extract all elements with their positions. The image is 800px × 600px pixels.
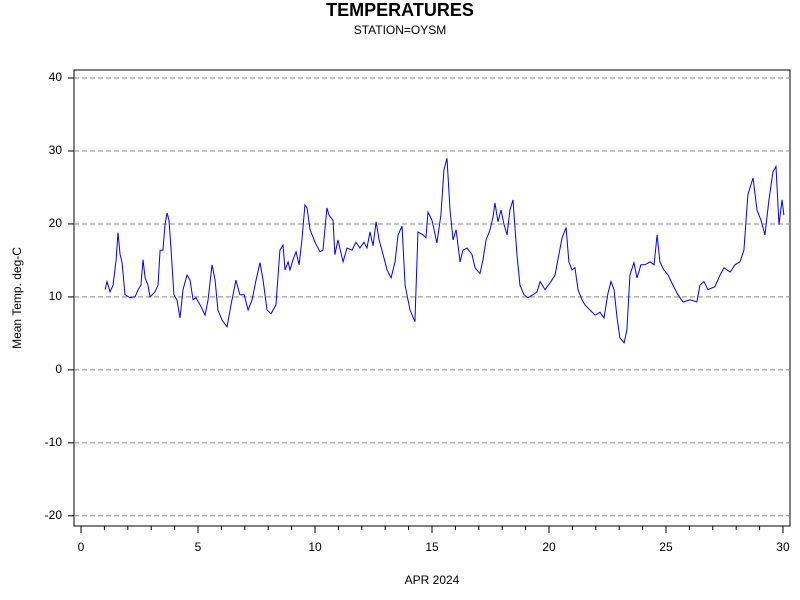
- y-tick-label: -20: [45, 508, 63, 522]
- x-tick-label: 5: [195, 540, 202, 554]
- x-tick-label: 30: [776, 540, 790, 554]
- x-tick-label: 10: [308, 540, 322, 554]
- y-tick-label: 40: [49, 70, 63, 84]
- y-tick-label: 0: [55, 362, 62, 376]
- y-tick-label: 20: [49, 216, 63, 230]
- x-tick-label: 20: [542, 540, 556, 554]
- y-axis-label: Mean Temp. deg-C: [10, 247, 24, 349]
- x-tick-label: 25: [659, 540, 673, 554]
- chart-title: TEMPERATURES: [326, 0, 474, 20]
- y-tick-label: 10: [49, 289, 63, 303]
- y-tick-label: -10: [45, 435, 63, 449]
- x-axis-label: APR 2024: [405, 573, 460, 587]
- data-line: [104, 158, 785, 344]
- chart-subtitle: STATION=OYSM: [354, 23, 447, 37]
- y-tick-label: 30: [49, 143, 63, 157]
- plot-frame: [73, 69, 791, 527]
- x-tick-label: 15: [425, 540, 439, 554]
- x-tick-label: 0: [78, 540, 85, 554]
